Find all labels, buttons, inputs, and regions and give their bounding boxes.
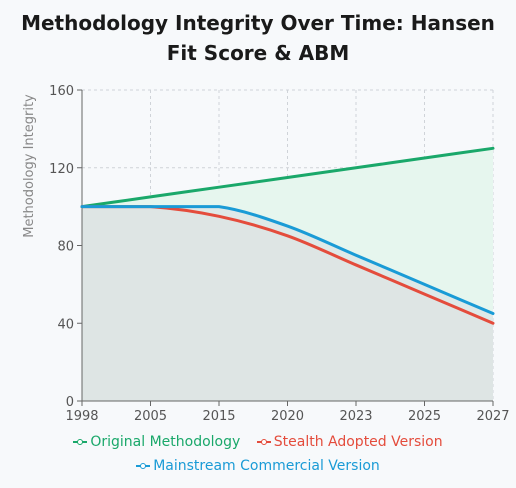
legend-item-stealth-adopted-version[interactable]: Stealth Adopted Version [256,434,443,450]
x-tick-label: 2020 [271,409,304,424]
chart-title: Methodology Integrity Over Time: Hansen … [0,8,516,68]
y-tick-label: 40 [57,317,74,332]
axes [77,89,494,406]
x-tick-label: 2023 [339,409,372,424]
y-tick-label: 0 [66,395,74,410]
area-mainstream-commercial-version [82,206,493,401]
y-axis-label: Methodology Integrity [22,94,37,238]
legend-row-2: Mainstream Commercial Version [0,458,516,475]
legend-item-original-methodology[interactable]: Original Methodology [73,434,240,450]
legend-label: Stealth Adopted Version [273,434,443,450]
series-line-original-methodology [80,146,495,209]
x-tick-label: 2005 [134,409,167,424]
legend-item-mainstream-commercial-version[interactable]: Mainstream Commercial Version [136,458,380,474]
series-lines [80,146,495,325]
legend-swatch-icon [73,437,88,447]
legend-label: Original Methodology [90,434,241,450]
x-tick-label: 2015 [202,409,235,424]
chart-title-line-1: Methodology Integrity Over Time: Hansen [21,11,495,35]
x-tick-label: 2025 [408,409,441,424]
legend-label: Mainstream Commercial Version [153,458,380,474]
series-line-mainstream-commercial-version [80,205,495,316]
legend-row-1: Original Methodology Stealth Adopted Ver… [0,434,516,451]
tick-labels: 0 40 80 120 160 1998 2005 2015 2020 2023 2025 2027 [49,84,509,424]
y-tick-label: 160 [49,84,74,99]
x-tick-label: 2027 [476,409,509,424]
y-tick-label: 80 [57,240,74,255]
y-tick-label: 120 [49,162,74,177]
x-tick-label: 1998 [65,409,98,424]
legend-swatch-icon [136,461,151,471]
legend-swatch-icon [256,437,271,447]
chart-title-line-2: Fit Score & ABM [166,41,350,65]
area-fills [82,148,493,401]
